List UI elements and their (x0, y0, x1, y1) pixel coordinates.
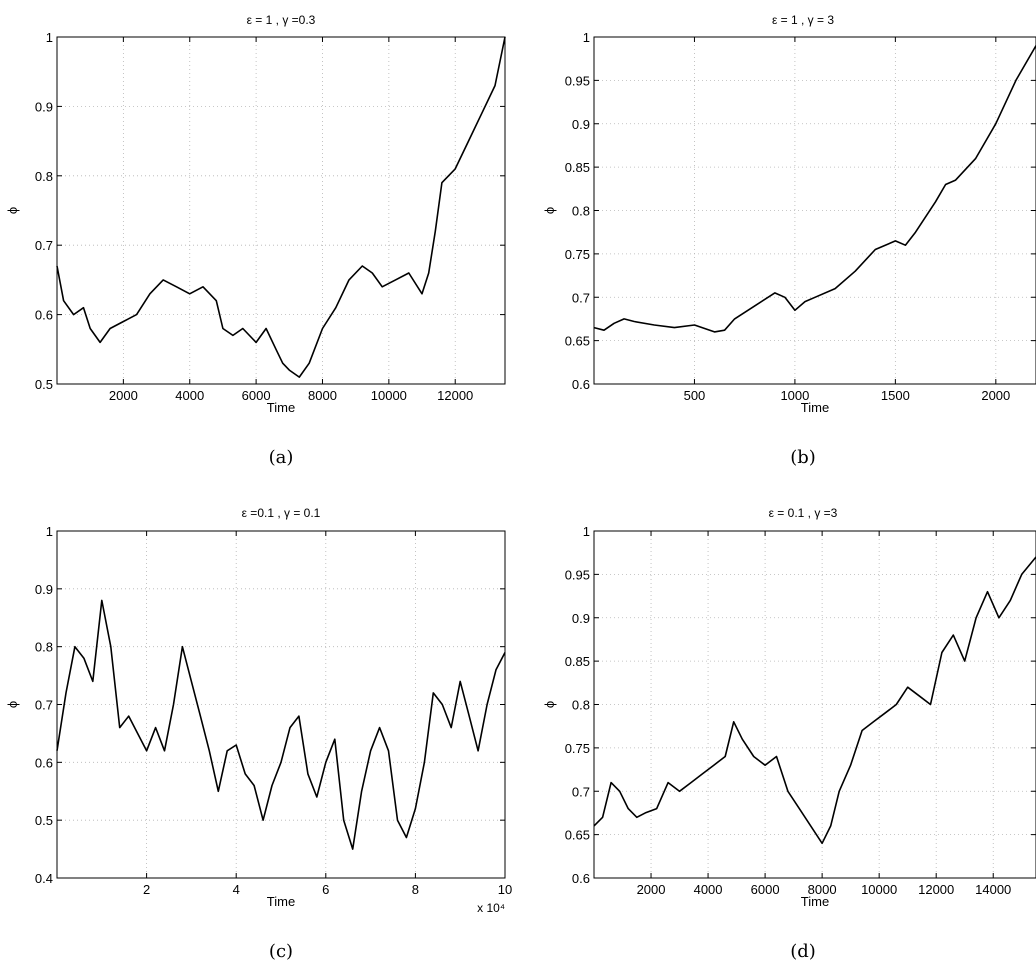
panel-caption: (d) (790, 941, 816, 962)
chart-title: ε = 1 , γ = 3 (772, 13, 834, 27)
y-tick-label: 0.8 (572, 698, 590, 713)
x-tick-label: 1500 (881, 388, 910, 403)
x-tick-label: 4 (233, 882, 240, 897)
x-tick-label: 6 (322, 882, 329, 897)
y-tick-label: 1 (583, 30, 590, 45)
chart-title: ε =0.1 , γ = 0.1 (242, 506, 321, 520)
y-tick-label: 0.6 (572, 377, 590, 392)
y-tick-label: 0.5 (35, 813, 53, 828)
x-tick-label: 500 (684, 388, 706, 403)
y-tick-label: 0.7 (35, 238, 53, 253)
y-tick-label: 0.95 (565, 567, 590, 582)
axes-frame (56, 36, 506, 385)
x-tick-label: 14000 (975, 882, 1011, 897)
y-tick-label: 0.9 (35, 99, 53, 114)
y-tick-label: 0.7 (35, 698, 53, 713)
x-axis-multiplier: x 10⁴ (477, 901, 505, 915)
y-tick-label: 0.5 (35, 377, 53, 392)
y-tick-label: 0.6 (35, 308, 53, 323)
panel-caption: (c) (269, 941, 293, 962)
y-tick-label: 0.8 (35, 640, 53, 655)
x-tick-label: 8 (412, 882, 419, 897)
x-axis-label: Time (801, 894, 829, 909)
y-tick-label: 0.9 (35, 582, 53, 597)
y-tick-label: 0.85 (565, 160, 590, 175)
x-tick-label: 4000 (694, 882, 723, 897)
x-axis-label: Time (267, 400, 295, 415)
x-tick-label: 2000 (981, 388, 1010, 403)
chart-panel-d: ε = 0.1 , γ =3 (d) 2000 4000 6000 8000 10000… (542, 506, 1036, 962)
chart-panel-b: ε = 1 , γ = 3 (b) 500 1000 1500 2000 0.6 0.65… (542, 13, 1036, 468)
x-tick-label: 10000 (861, 882, 897, 897)
x-tick-label: 4000 (175, 388, 204, 403)
x-tick-label: 1000 (780, 388, 809, 403)
y-tick-label: 0.7 (572, 784, 590, 799)
y-tick-label: 1 (46, 524, 53, 539)
chart-panel-c: ε =0.1 , γ = 0.1 (c) 2 4 6 8 10 0.4 0.5 0.6 0.7 0… (5, 506, 512, 962)
y-tick-label: 0.6 (35, 755, 53, 770)
y-tick-label: 0.85 (565, 654, 590, 669)
x-tick-label: 10 (498, 882, 512, 897)
y-axis-label: ϕ (542, 207, 557, 214)
series-line (593, 556, 1036, 845)
series-line (593, 45, 1036, 333)
panel-caption: (a) (269, 447, 294, 468)
y-tick-label: 1 (583, 524, 590, 539)
chart-title: ε = 0.1 , γ =3 (769, 506, 838, 520)
x-tick-label: 12000 (918, 882, 954, 897)
x-tick-label: 2 (143, 882, 150, 897)
y-tick-label: 0.4 (35, 871, 53, 886)
y-tick-label: 0.8 (35, 169, 53, 184)
x-tick-label: 12000 (437, 388, 473, 403)
y-tick-label: 0.9 (572, 611, 590, 626)
y-tick-label: 0.75 (565, 247, 590, 262)
y-axis-label: ϕ (5, 701, 20, 708)
x-axis-label: Time (267, 894, 295, 909)
y-tick-label: 0.65 (565, 828, 590, 843)
x-tick-label: 6000 (751, 882, 780, 897)
y-axis-label: ϕ (542, 701, 557, 708)
y-tick-label: 0.95 (565, 73, 590, 88)
y-tick-label: 0.8 (572, 204, 590, 219)
x-tick-label: 2000 (637, 882, 666, 897)
series-line (56, 36, 506, 378)
y-tick-label: 0.65 (565, 334, 590, 349)
chart-panel-a: ε = 1 , γ =0.3 (a) 2000 4000 6000 8000 10000… (5, 13, 506, 468)
y-tick-label: 0.7 (572, 290, 590, 305)
x-tick-label: 10000 (371, 388, 407, 403)
y-tick-label: 0.9 (572, 117, 590, 132)
x-tick-label: 8000 (308, 388, 337, 403)
x-tick-label: 8000 (808, 882, 837, 897)
x-axis-label: Time (801, 400, 829, 415)
series-line (56, 599, 506, 850)
plot-area (57, 37, 505, 384)
y-tick-label: 1 (46, 30, 53, 45)
y-tick-label: 0.6 (572, 871, 590, 886)
y-tick-label: 0.75 (565, 741, 590, 756)
x-tick-label: 2000 (109, 388, 138, 403)
x-tick-label: 6000 (242, 388, 271, 403)
y-axis-label: ϕ (5, 207, 20, 214)
chart-title: ε = 1 , γ =0.3 (247, 13, 316, 27)
panel-caption: (b) (790, 447, 816, 468)
